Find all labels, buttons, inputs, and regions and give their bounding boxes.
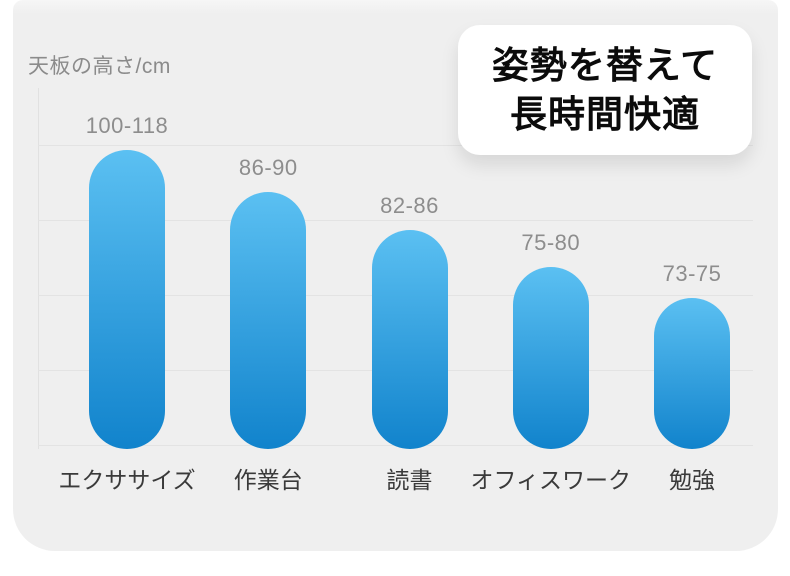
bar-range-label: 82-86 — [380, 193, 439, 218]
bar — [512, 267, 589, 449]
bar-category-label: 読書 — [386, 467, 433, 493]
y-axis-line — [38, 88, 39, 449]
bar-category-label: オフィスワーク — [470, 467, 632, 493]
bar-range-label: 86-90 — [238, 155, 298, 180]
bar — [371, 230, 448, 449]
bar-range-label: 100-118 — [85, 113, 169, 138]
bar-range-label: 73-75 — [662, 261, 722, 286]
bar-column: 82-86 読書 — [339, 193, 480, 493]
gridline — [38, 145, 753, 146]
annotation-badge: 姿勢を替えて 長時間快適 — [458, 25, 752, 155]
bar-column: 86-90 作業台 — [198, 155, 339, 493]
bar-range-label: 75-80 — [521, 230, 581, 255]
bar — [89, 150, 165, 449]
bar-column: 75-80 オフィスワーク — [470, 230, 631, 493]
bar-category-label: エクササイズ — [58, 467, 196, 493]
plot-area: 100-118 エクササイズ 86-90 作業台 82-86 読書 75-80 オフィスワーク… — [38, 0, 753, 576]
bar-category-label: 作業台 — [233, 467, 303, 493]
bar-column: 100-118 エクササイズ — [57, 113, 198, 493]
annotation-line2: 長時間快適 — [510, 94, 700, 135]
bar-category-label: 勉強 — [669, 467, 715, 493]
bar — [230, 192, 307, 449]
bar — [654, 298, 730, 449]
gridline — [38, 220, 753, 221]
bar-column: 73-75 勉強 — [622, 261, 763, 493]
annotation-line1: 姿勢を替えて — [491, 45, 719, 86]
y-axis-label: 天板の高さ/cm — [28, 55, 171, 78]
